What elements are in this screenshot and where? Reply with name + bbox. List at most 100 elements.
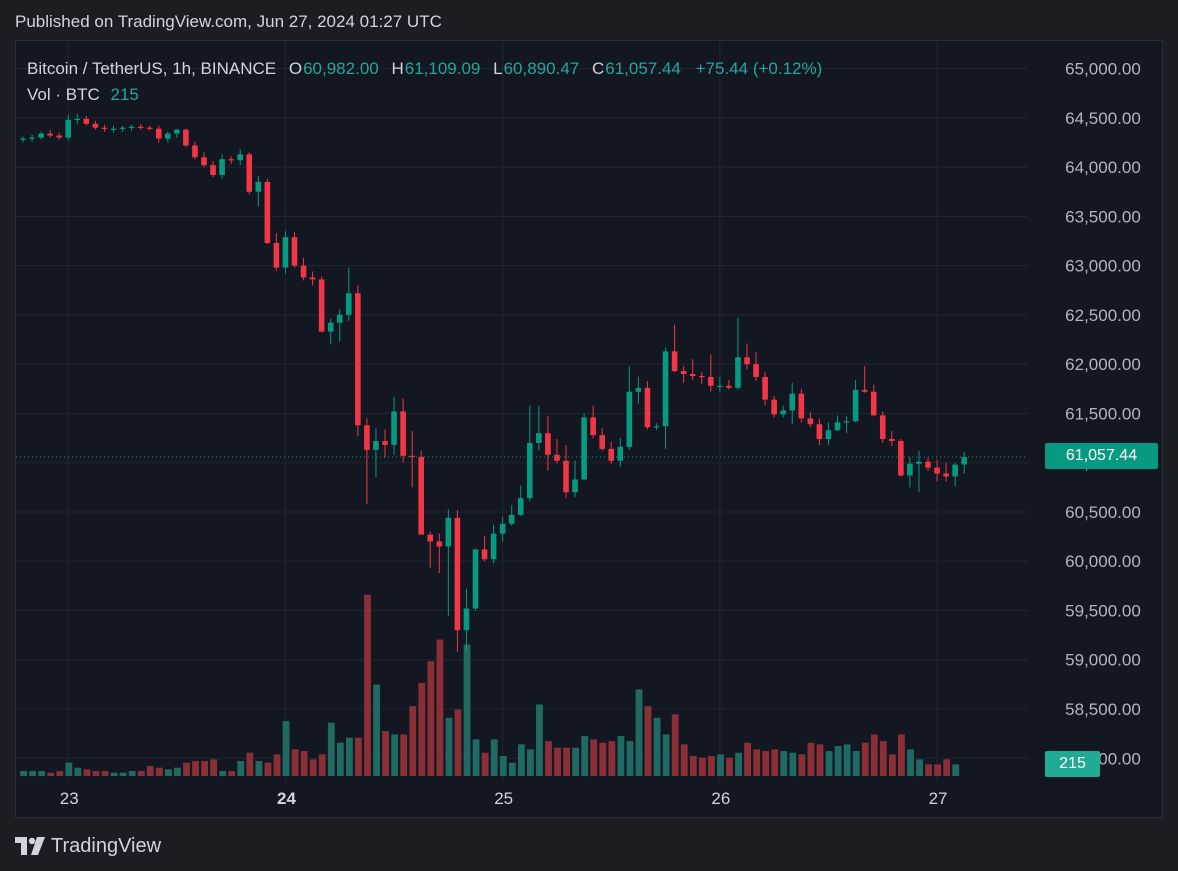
time-tick-label: 26 (711, 789, 730, 808)
candle-body (563, 460, 569, 493)
candle-body (92, 123, 99, 128)
candle-body (427, 534, 434, 542)
price-tick-label: 63,500.00 (1065, 207, 1141, 226)
published-header: Published on TradingView.com, Jun 27, 20… (15, 12, 442, 31)
volume-bar (119, 772, 127, 776)
volume-bar (38, 771, 46, 776)
volume-bar (744, 742, 751, 776)
price-tick-label: 63,000.00 (1065, 257, 1141, 276)
volume-label[interactable]: Vol · BTC (27, 85, 100, 104)
volume-bar (165, 769, 172, 776)
open-label: O (288, 59, 303, 78)
volume-bar (680, 744, 688, 776)
price-tick-label: 60,500.00 (1065, 503, 1141, 522)
candle-body (29, 137, 35, 139)
volume-bar (47, 772, 55, 776)
symbol-label[interactable]: Bitcoin / TetherUS, 1h, BINANCE (27, 59, 277, 78)
candle-body (137, 126, 144, 128)
volume-bar (726, 757, 733, 776)
volume-bar (101, 771, 109, 776)
candle-body (536, 433, 542, 443)
candle-body (907, 463, 913, 476)
candlestick-chart[interactable]: 65,000.00 64,500.00 64,000.00 63,500.00 63,0… (16, 41, 1162, 817)
volume-bar (364, 594, 371, 776)
candle-body (870, 391, 877, 416)
volume-bar (273, 754, 281, 776)
candle-body (110, 128, 117, 130)
volume-bar (517, 744, 525, 776)
candle-body (318, 279, 325, 332)
volume-bar (346, 737, 353, 776)
volume-bar (445, 717, 453, 776)
volume-bar (898, 734, 905, 776)
candle-body (391, 411, 397, 445)
volume-bar (174, 767, 181, 776)
volume-bar (626, 741, 634, 776)
candle-body (210, 165, 216, 175)
tradingview-logo[interactable]: TradingView (15, 834, 161, 858)
chart-legend: Bitcoin / TetherUS, 1h, BINANCE O60,982.… (27, 56, 822, 108)
volume-bar (201, 761, 208, 776)
volume-bar (590, 739, 598, 776)
candle-body (255, 181, 262, 192)
volume-bar (373, 684, 380, 776)
candle-body (889, 439, 895, 442)
candle-body (463, 608, 470, 631)
volume-bar (490, 739, 498, 776)
candle-body (309, 277, 316, 280)
grid-layer (16, 41, 1028, 781)
candle-body (490, 533, 497, 560)
candle-body (472, 549, 479, 609)
candle-body (174, 129, 180, 134)
candle-body (834, 422, 841, 431)
volume-bar (780, 751, 788, 776)
volume-bar (336, 742, 344, 776)
volume-bar (409, 706, 417, 776)
candle-body (816, 424, 823, 440)
volume-bar (56, 771, 64, 776)
candle-body (146, 127, 153, 129)
volume-bar (246, 752, 254, 776)
volume-bar (499, 756, 507, 776)
candle-body (436, 541, 443, 547)
candle-body (38, 133, 44, 138)
candle-body (898, 441, 904, 476)
candle-body (327, 322, 334, 332)
volume-bar (355, 737, 362, 776)
volume-bar (599, 742, 607, 776)
low-value: 60,890.47 (503, 59, 580, 78)
volume-bar (508, 762, 516, 776)
candle-body (698, 375, 705, 378)
candle-body (364, 425, 370, 450)
candle-body (155, 128, 162, 139)
volume-bar (545, 741, 552, 776)
price-tick-label: 58,500.00 (1065, 700, 1141, 719)
candle-body (20, 138, 26, 140)
candle-body (753, 364, 759, 377)
volume-bar (327, 722, 335, 776)
candle-body (861, 389, 868, 392)
last-volume-tag: 215 (1045, 751, 1100, 777)
candle-body (264, 181, 271, 243)
volume-bar (943, 759, 951, 776)
volume-bar (834, 746, 842, 776)
volume-bar (554, 747, 561, 776)
volume-bar (689, 756, 697, 776)
low-label: L (493, 59, 503, 78)
volume-bar (382, 731, 389, 776)
candle-body (617, 446, 624, 461)
candle-body (65, 119, 72, 138)
chart-frame[interactable]: 65,000.00 64,500.00 64,000.00 63,500.00 63,0… (15, 40, 1163, 818)
candle-body (780, 410, 786, 415)
volume-bar (454, 709, 462, 776)
candle-body (183, 129, 189, 146)
candle-body (789, 393, 796, 411)
volume-bar (816, 744, 824, 776)
volume-bar (74, 767, 82, 776)
volume-bar (210, 759, 218, 776)
volume-bar (400, 734, 408, 776)
volume-layer (20, 594, 960, 776)
candle-body (680, 371, 687, 375)
candle-body (879, 415, 886, 440)
candle-body (825, 430, 832, 440)
